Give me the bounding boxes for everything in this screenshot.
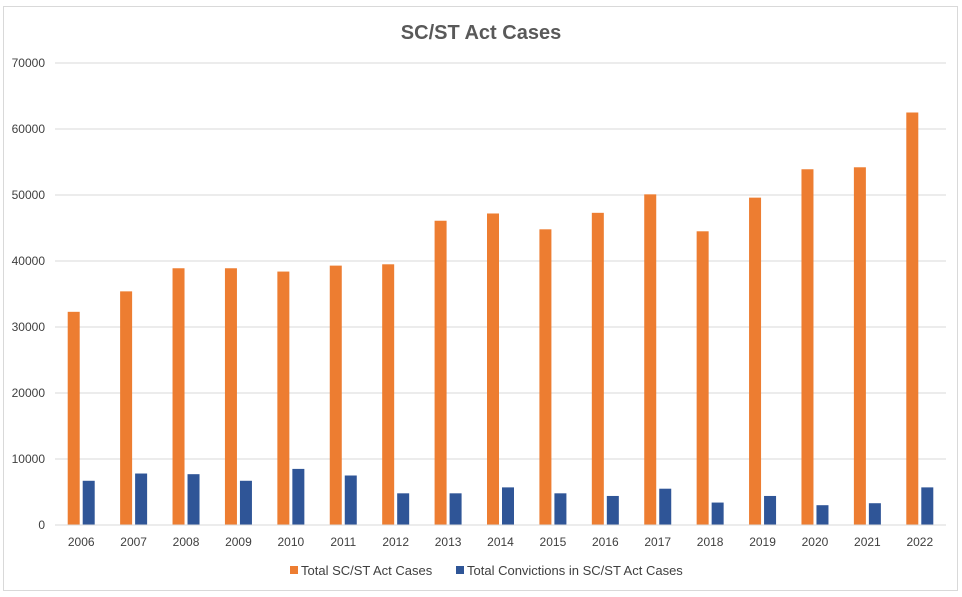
y-tick-label: 10000 [12, 452, 46, 466]
bar-total-convictions [292, 468, 305, 525]
chart-frame [3, 6, 958, 591]
bar-total-convictions [135, 473, 148, 525]
x-tick-label: 2019 [749, 535, 776, 549]
x-tick-label: 2010 [278, 535, 305, 549]
legend: Total SC/ST Act Cases Total Convictions i… [290, 563, 683, 578]
y-tick-label: 40000 [12, 254, 46, 268]
bar-total-cases [749, 197, 762, 525]
legend-swatch-total-cases [290, 566, 298, 574]
bar-total-cases [539, 229, 552, 525]
bar-total-cases [277, 271, 290, 525]
gridlines [55, 62, 946, 460]
bar-total-convictions [921, 487, 934, 525]
bar-total-cases [329, 265, 342, 525]
x-tick-label: 2013 [435, 535, 462, 549]
bar-total-cases [644, 194, 657, 525]
chart-title: SC/ST Act Cases [401, 22, 561, 44]
bar-total-cases [172, 268, 185, 525]
y-axis-ticks: 0 10000 20000 30000 40000 50000 60000 70000 [12, 56, 46, 532]
x-tick-label: 2017 [644, 535, 671, 549]
bar-total-cases [120, 291, 133, 525]
bar-total-convictions [449, 493, 462, 525]
bar-total-convictions [82, 480, 95, 525]
y-tick-label: 70000 [12, 56, 46, 70]
x-tick-label: 2021 [854, 535, 881, 549]
x-tick-label: 2022 [906, 535, 933, 549]
bar-total-convictions [816, 505, 829, 525]
bar-total-cases [224, 268, 237, 525]
bar-total-convictions [606, 495, 619, 525]
bar-total-convictions [502, 487, 514, 525]
x-tick-label: 2009 [225, 535, 252, 549]
bar-total-cases [696, 231, 709, 526]
bar-total-convictions [868, 503, 881, 525]
bar-total-convictions [711, 502, 724, 525]
legend-label-total-cases: Total SC/ST Act Cases [301, 563, 433, 578]
bar-total-cases [382, 264, 395, 525]
x-tick-label: 2015 [540, 535, 567, 549]
bar-total-cases [591, 212, 604, 525]
bars [67, 112, 934, 526]
legend-swatch-total-convictions [456, 566, 464, 574]
bar-total-cases [906, 112, 919, 525]
x-tick-label: 2007 [120, 535, 147, 549]
x-tick-label: 2006 [68, 535, 95, 549]
y-tick-label: 30000 [12, 320, 46, 334]
bar-total-convictions [397, 493, 410, 525]
x-tick-label: 2020 [802, 535, 829, 549]
x-tick-label: 2014 [487, 535, 514, 549]
y-tick-label: 60000 [12, 122, 46, 136]
bar-total-convictions [187, 474, 200, 525]
bar-total-cases [434, 220, 447, 526]
bar-total-cases [67, 311, 80, 525]
x-tick-label: 2018 [697, 535, 724, 549]
bar-total-convictions [764, 495, 777, 525]
bar-total-cases [801, 169, 814, 525]
y-tick-label: 0 [38, 518, 45, 532]
x-tick-label: 2012 [382, 535, 409, 549]
bar-total-convictions [239, 480, 252, 525]
y-tick-label: 50000 [12, 188, 46, 202]
bar-total-convictions [554, 493, 567, 525]
x-tick-label: 2008 [173, 535, 200, 549]
bar-total-cases [853, 167, 866, 525]
x-tick-label: 2011 [330, 535, 356, 549]
x-tick-label: 2016 [592, 535, 619, 549]
x-axis-ticks: 2006 2007 2008 2009 2010 2011 2012 2013 2014 2015… [68, 535, 934, 549]
bar-total-convictions [659, 488, 672, 525]
legend-label-total-convictions: Total Convictions in SC/ST Act Cases [467, 563, 683, 578]
y-tick-label: 20000 [12, 386, 46, 400]
bar-total-cases [487, 213, 499, 526]
bar-total-convictions [344, 475, 357, 525]
